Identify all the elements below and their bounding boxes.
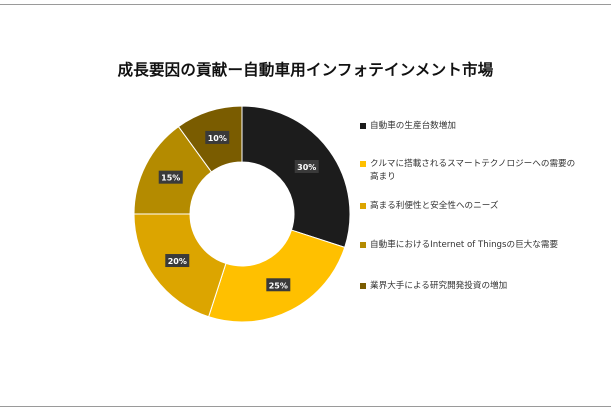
data-label-box [294, 159, 319, 173]
legend-label: 自動車の生産台数増加 [370, 121, 456, 131]
donut-slice-2 [207, 229, 346, 323]
data-label-text: 15% [161, 174, 180, 183]
data-label-5: 10% [205, 130, 230, 144]
chart-title: 成長要因の貢献ー自動車用インフォテインメント市場 [117, 61, 494, 79]
legend-swatch [360, 283, 366, 289]
legend-swatch [360, 242, 366, 248]
data-label-text: 20% [168, 257, 187, 266]
data-label-4: 15% [158, 170, 183, 184]
data-label-3: 20% [165, 254, 190, 268]
legend-item-3: 高まる利便性と安全性へのニーズ [360, 200, 600, 213]
data-label-box [158, 170, 183, 184]
data-label-box [205, 130, 230, 144]
data-label-box [165, 254, 190, 268]
legend-item-1: 自動車の生産台数増加 [360, 120, 600, 133]
data-label-text: 10% [208, 134, 227, 143]
legend-swatch [360, 123, 366, 129]
data-label-box [266, 278, 291, 292]
legend-swatch [360, 161, 366, 167]
top-divider [0, 4, 611, 5]
legend-label: クルマに搭載されるスマートテクノロジーへの需要の高まり [370, 159, 576, 182]
data-label-1: 30% [294, 159, 319, 173]
legend-label: 業界大手による研究開発投資の増加 [370, 281, 508, 291]
data-label-text: 25% [269, 281, 288, 290]
data-label-2: 25% [266, 278, 291, 292]
bottom-divider [0, 406, 611, 407]
legend-item-4: 自動車におけるInternet of Thingsの巨大な需要 [360, 239, 600, 252]
legend-item-2: クルマに搭載されるスマートテクノロジーへの需要の高まり [360, 158, 600, 184]
donut-slice-1 [241, 105, 351, 249]
legend-label: 自動車におけるInternet of Thingsの巨大な需要 [370, 240, 559, 250]
legend-swatch [360, 203, 366, 209]
legend-label: 高まる利便性と安全性へのニーズ [370, 201, 499, 211]
data-label-text: 30% [297, 163, 316, 172]
legend-item-5: 業界大手による研究開発投資の増加 [360, 280, 600, 293]
